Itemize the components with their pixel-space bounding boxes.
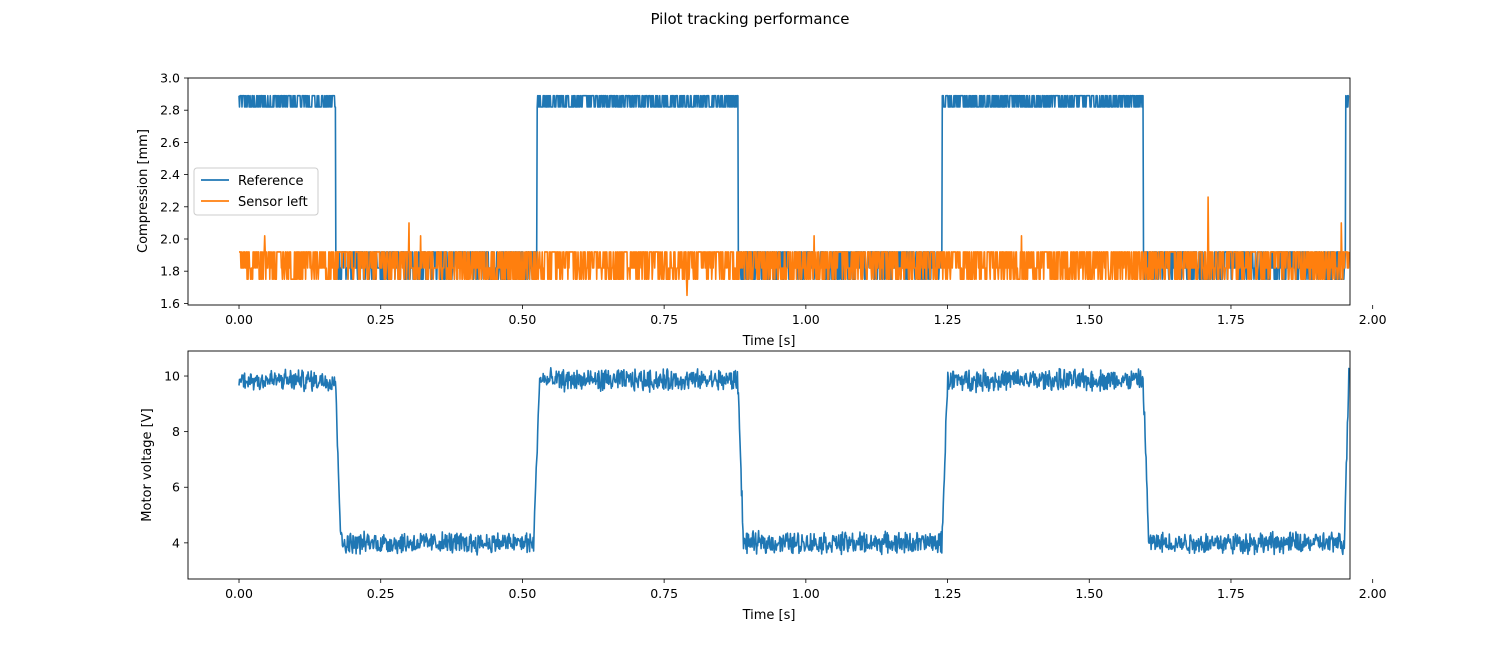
legend-sensor-left-label: Sensor left bbox=[238, 195, 308, 210]
compression-x-ticks: 0.00 0.25 0.50 0.75 1.00 1.25 1.50 1.75 2.00 bbox=[225, 305, 1387, 327]
compression-legend: Reference Sensor left bbox=[193, 167, 319, 216]
y-tick-label: 2.6 bbox=[160, 135, 180, 150]
motor-voltage-plot-area bbox=[238, 367, 1350, 556]
y-tick-label: 2.2 bbox=[160, 199, 180, 214]
motor-voltage-x-axis-label: Time [s] bbox=[742, 608, 796, 623]
sensor-left-series-line bbox=[238, 196, 1350, 297]
motor-voltage-axes: 0.00 0.25 0.50 0.75 1.00 1.25 1.50 1.75 2.00 4 6 8… bbox=[140, 350, 1387, 623]
compression-x-axis-label: Time [s] bbox=[742, 334, 796, 349]
x-tick-label: 0.25 bbox=[367, 586, 395, 601]
x-tick-label: 1.50 bbox=[1075, 586, 1103, 601]
x-tick-label: 0.75 bbox=[650, 586, 678, 601]
x-tick-label: 0.50 bbox=[509, 586, 537, 601]
compression-y-ticks: 1.6 1.8 2.0 2.2 2.4 2.6 2.8 3.0 bbox=[160, 71, 188, 311]
compression-axes: 0.00 0.25 0.50 0.75 1.00 1.25 1.50 1.75 2.00 1.6… bbox=[136, 71, 1387, 350]
x-tick-label: 0.00 bbox=[225, 586, 253, 601]
x-tick-label: 1.00 bbox=[792, 312, 820, 327]
x-tick-label: 2.00 bbox=[1359, 586, 1387, 601]
compression-plot-area bbox=[238, 94, 1350, 297]
motor-voltage-x-ticks: 0.00 0.25 0.50 0.75 1.00 1.25 1.50 1.75 2.00 bbox=[225, 579, 1387, 601]
motor-voltage-series-line bbox=[238, 367, 1350, 556]
x-tick-label: 1.00 bbox=[792, 586, 820, 601]
x-tick-label: 2.00 bbox=[1359, 312, 1387, 327]
x-tick-label: 1.75 bbox=[1217, 586, 1245, 601]
y-tick-label: 1.8 bbox=[160, 264, 180, 279]
compression-y-axis-label: Compression [mm] bbox=[136, 129, 151, 253]
y-tick-label: 10 bbox=[164, 369, 180, 384]
x-tick-label: 0.75 bbox=[650, 312, 678, 327]
y-tick-label: 8 bbox=[172, 424, 180, 439]
y-tick-label: 6 bbox=[172, 480, 180, 495]
y-tick-label: 1.6 bbox=[160, 296, 180, 311]
motor-voltage-y-ticks: 4 6 8 10 bbox=[164, 369, 188, 550]
compression-axes-frame bbox=[187, 77, 1351, 306]
x-tick-label: 0.50 bbox=[509, 312, 537, 327]
x-tick-label: 1.25 bbox=[934, 586, 962, 601]
x-tick-label: 0.00 bbox=[225, 312, 253, 327]
x-tick-label: 1.50 bbox=[1075, 312, 1103, 327]
x-tick-label: 0.25 bbox=[367, 312, 395, 327]
y-tick-label: 2.4 bbox=[160, 167, 180, 182]
x-tick-label: 1.25 bbox=[934, 312, 962, 327]
y-tick-label: 2.0 bbox=[160, 231, 180, 246]
legend-reference-label: Reference bbox=[238, 174, 303, 189]
motor-voltage-axes-frame bbox=[187, 350, 1351, 580]
y-tick-label: 3.0 bbox=[160, 71, 180, 86]
y-tick-label: 2.8 bbox=[160, 103, 180, 118]
motor-voltage-y-axis-label: Motor voltage [V] bbox=[140, 408, 155, 521]
figure-title: Pilot tracking performance bbox=[650, 10, 849, 28]
x-tick-label: 1.75 bbox=[1217, 312, 1245, 327]
y-tick-label: 4 bbox=[172, 535, 180, 550]
